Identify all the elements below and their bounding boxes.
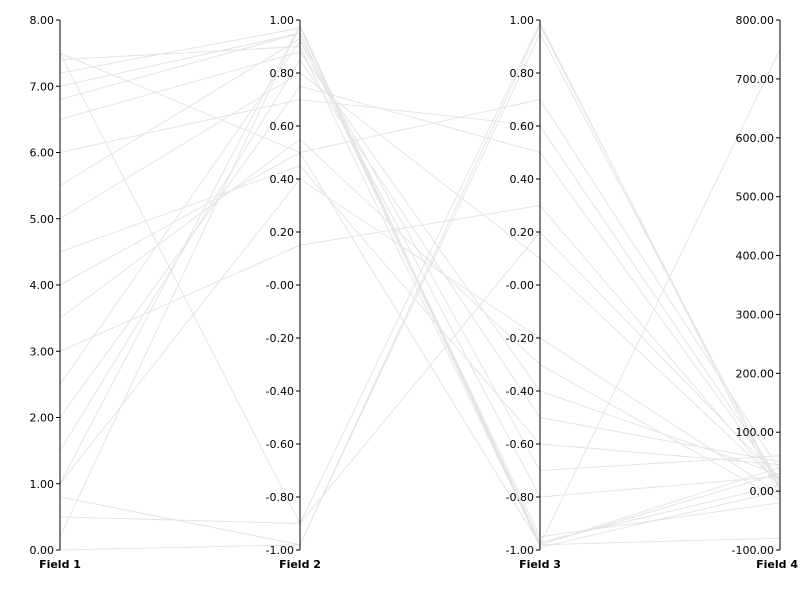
tick-label: -0.20	[266, 332, 294, 345]
data-lines	[59, 21, 781, 551]
data-line-13	[59, 85, 781, 483]
tick-label: -0.20	[506, 332, 534, 345]
axis-title: Field 1	[39, 558, 81, 571]
axis-1: 0.00 1.00 2.00 3.00 4.00 5.00 6.00 7.00 8.00 Fiel…	[30, 14, 81, 571]
data-line-20	[59, 37, 781, 472]
tick-label: 0.00	[30, 544, 55, 557]
tick-label: -100.00	[732, 544, 774, 557]
data-line-21	[59, 98, 781, 481]
data-line-18	[59, 165, 781, 466]
data-line-10	[59, 21, 781, 525]
data-line-1	[59, 49, 781, 546]
axis-4: -100.00 0.00 100.00 200.00 300.00 400.00 500.0…	[732, 14, 799, 571]
tick-label: -0.00	[506, 279, 534, 292]
data-line-3	[59, 231, 781, 525]
tick-label: 0.80	[510, 67, 535, 80]
data-line-15	[59, 204, 781, 487]
axis-title: Field 3	[519, 558, 561, 571]
tick-label: -0.80	[266, 491, 294, 504]
tick-label: -0.60	[266, 438, 294, 451]
tick-label: 7.00	[30, 80, 55, 93]
axis-title: Field 4	[756, 558, 798, 571]
data-line-0	[59, 24, 781, 551]
tick-label: 1.00	[30, 478, 55, 491]
data-line-12	[59, 58, 781, 463]
data-line-11	[59, 178, 781, 495]
tick-label: 0.00	[750, 485, 775, 498]
tick-label: -1.00	[266, 544, 294, 557]
tick-label: -0.00	[266, 279, 294, 292]
tick-label: 0.20	[270, 226, 295, 239]
tick-label: 100.00	[736, 426, 775, 439]
data-line-19	[59, 72, 781, 485]
tick-label: 0.20	[510, 226, 535, 239]
tick-label: 1.00	[270, 14, 295, 27]
tick-label: 5.00	[30, 213, 55, 226]
axis-title: Field 2	[279, 558, 321, 571]
tick-label: 4.00	[30, 279, 55, 292]
axis-2: -1.00 -0.80 -0.60 -0.40 -0.20 -0.00 0.20 0.40 0.…	[266, 14, 321, 571]
tick-label: 6.00	[30, 147, 55, 160]
tick-label: -0.80	[506, 491, 534, 504]
axis-3: -1.00 -0.80 -0.60 -0.40 -0.20 -0.00 0.20 0.40 0.…	[506, 14, 561, 571]
tick-label: 500.00	[736, 191, 775, 204]
tick-label: 3.00	[30, 345, 55, 358]
tick-label: 2.00	[30, 412, 55, 425]
axes: 0.00 1.00 2.00 3.00 4.00 5.00 6.00 7.00 8.00 Fiel…	[30, 14, 799, 571]
data-line-9	[59, 32, 781, 546]
data-line-22	[59, 51, 781, 476]
tick-label: 700.00	[736, 73, 775, 86]
tick-label: 0.40	[270, 173, 295, 186]
tick-label: 300.00	[736, 308, 775, 321]
data-line-14	[59, 40, 781, 498]
tick-label: 0.60	[510, 120, 535, 133]
tick-label: 0.60	[270, 120, 295, 133]
tick-label: 0.80	[270, 67, 295, 80]
data-line-17	[59, 98, 781, 471]
tick-label: 600.00	[736, 132, 775, 145]
tick-label: 400.00	[736, 250, 775, 263]
tick-label: -0.40	[266, 385, 294, 398]
tick-label: -0.60	[506, 438, 534, 451]
data-line-7	[59, 24, 781, 548]
data-line-8	[59, 32, 781, 538]
tick-label: 800.00	[736, 14, 775, 27]
tick-label: 200.00	[736, 367, 775, 380]
data-line-2	[59, 45, 781, 546]
tick-label: -0.40	[506, 385, 534, 398]
tick-label: 1.00	[510, 14, 535, 27]
tick-label: 0.40	[510, 173, 535, 186]
tick-label: 8.00	[30, 14, 55, 27]
tick-label: -1.00	[506, 544, 534, 557]
data-line-16	[59, 138, 781, 501]
